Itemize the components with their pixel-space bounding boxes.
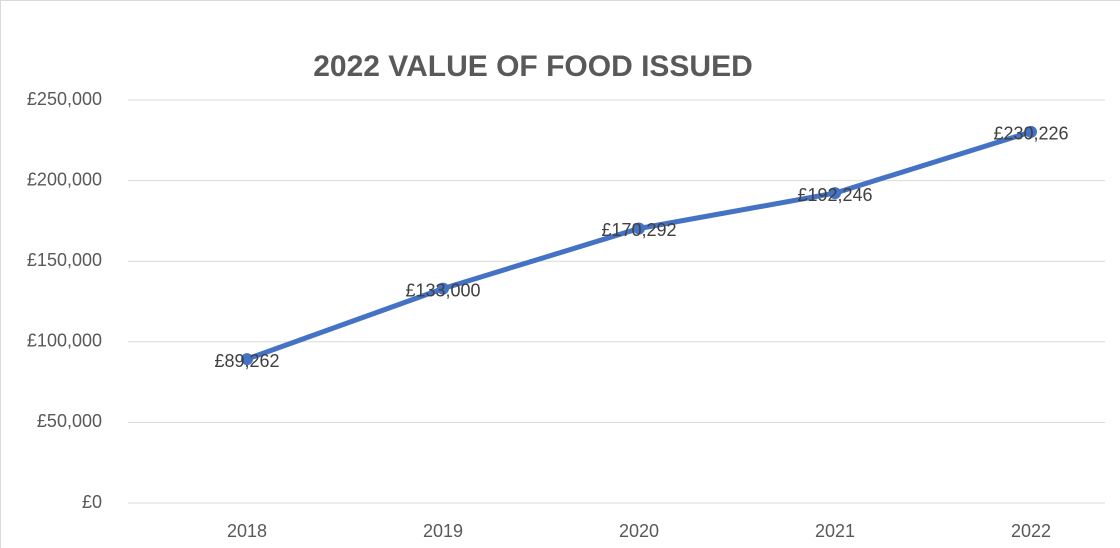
data-point xyxy=(1025,125,1037,138)
data-label: £89,262 xyxy=(214,351,279,371)
data-label: £133,000 xyxy=(405,280,480,300)
y-tick-label: £250,000 xyxy=(27,89,102,109)
data-label: £170,292 xyxy=(601,220,676,240)
chart-title: 2022 VALUE OF FOOD ISSUED xyxy=(313,50,753,83)
data-point xyxy=(633,222,645,235)
x-tick-label: 2021 xyxy=(815,521,855,541)
y-tick-label: £50,000 xyxy=(37,411,102,431)
y-tick-label: £200,000 xyxy=(27,169,102,189)
x-tick-label: 2020 xyxy=(619,521,659,541)
x-tick-label: 2018 xyxy=(227,521,267,541)
y-tick-label: £150,000 xyxy=(27,250,102,270)
data-point xyxy=(437,282,449,295)
y-tick-label: £0 xyxy=(82,492,102,512)
y-tick-label: £100,000 xyxy=(27,331,102,351)
x-tick-label: 2019 xyxy=(423,521,463,541)
data-label: £192,246 xyxy=(797,185,872,205)
data-label: £230,226 xyxy=(993,124,1068,144)
data-point xyxy=(829,187,841,200)
data-point xyxy=(241,353,253,366)
x-tick-label: 2022 xyxy=(1011,521,1051,541)
